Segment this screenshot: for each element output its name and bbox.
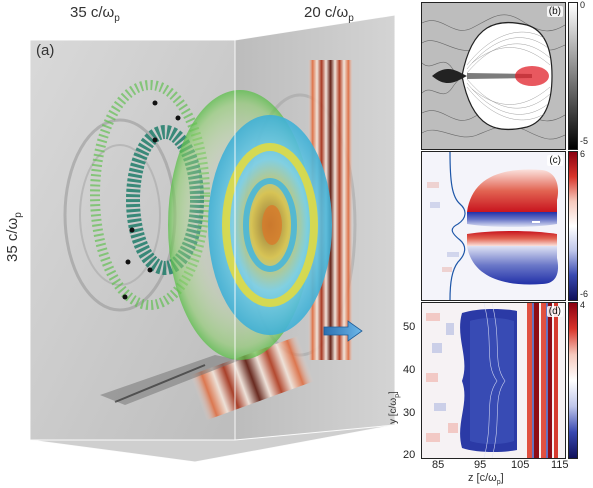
dimension-label-top-right: 20 c/ωp bbox=[304, 4, 354, 24]
panel-b-label: (b) bbox=[546, 6, 563, 17]
panel-d: (d) bbox=[421, 302, 566, 459]
panel-c: (c) bbox=[421, 151, 566, 301]
panel-a-label: (a) bbox=[36, 42, 55, 59]
panel-c-map bbox=[422, 152, 565, 300]
y-axis-label-text: y [c/ω bbox=[388, 397, 399, 424]
panel-d-map bbox=[422, 303, 565, 458]
panel-a-render bbox=[29, 14, 396, 463]
y-tick-30: 30 bbox=[403, 407, 416, 419]
x-axis-label-sub: p bbox=[496, 479, 501, 487]
x-tick-105: 105 bbox=[511, 459, 530, 471]
panel-b-colorbar-tick-top: 0 bbox=[580, 0, 586, 10]
dimension-label-top-right-text: 20 c/ω bbox=[304, 4, 349, 21]
panel-c-colorbar bbox=[568, 151, 578, 301]
x-axis-label-text: z [c/ω bbox=[468, 472, 497, 484]
panel-d-colorbar bbox=[568, 302, 578, 459]
x-tick-95: 95 bbox=[474, 459, 487, 471]
dimension-label-left-sub: p bbox=[13, 212, 24, 218]
dimension-label-top-left-sub: p bbox=[114, 13, 120, 24]
propagation-arrow-icon bbox=[323, 320, 363, 342]
panel-b-colorbar-tick-bottom: -5 bbox=[580, 136, 589, 146]
panel-b-map bbox=[422, 3, 565, 149]
y-axis-label-close: ] bbox=[388, 391, 399, 394]
panel-c-colorbar-tick-top: 6 bbox=[580, 149, 586, 159]
x-axis-label-close: ] bbox=[500, 472, 504, 484]
y-tick-50: 50 bbox=[403, 321, 416, 333]
panel-a: (a) 35 c/ωp 20 c/ωp 35 c/ωp bbox=[4, 4, 396, 463]
y-tick-40: 40 bbox=[403, 364, 416, 376]
dimension-label-top-right-sub: p bbox=[348, 13, 354, 24]
y-axis-label: y [c/ωp] bbox=[388, 391, 401, 424]
x-axis-label: z [c/ωp] bbox=[468, 472, 504, 486]
x-tick-115: 115 bbox=[551, 459, 569, 471]
panel-c-label: (c) bbox=[547, 155, 563, 166]
panel-b: (b) bbox=[421, 2, 566, 150]
dimension-label-left-text: 35 c/ω bbox=[4, 217, 21, 262]
panel-d-label: (d) bbox=[546, 306, 563, 317]
panel-c-colorbar-tick-bottom: -6 bbox=[580, 289, 589, 299]
y-tick-20: 20 bbox=[403, 449, 416, 461]
x-tick-85: 85 bbox=[432, 459, 445, 471]
dimension-label-left: 35 c/ωp bbox=[4, 212, 24, 262]
dimension-label-top-left-text: 35 c/ω bbox=[70, 4, 115, 21]
y-axis-label-sub: p bbox=[394, 393, 401, 398]
dimension-label-top-left: 35 c/ωp bbox=[70, 4, 120, 24]
panel-b-colorbar bbox=[568, 2, 578, 150]
panel-d-colorbar-tick-top: 4 bbox=[580, 300, 586, 310]
